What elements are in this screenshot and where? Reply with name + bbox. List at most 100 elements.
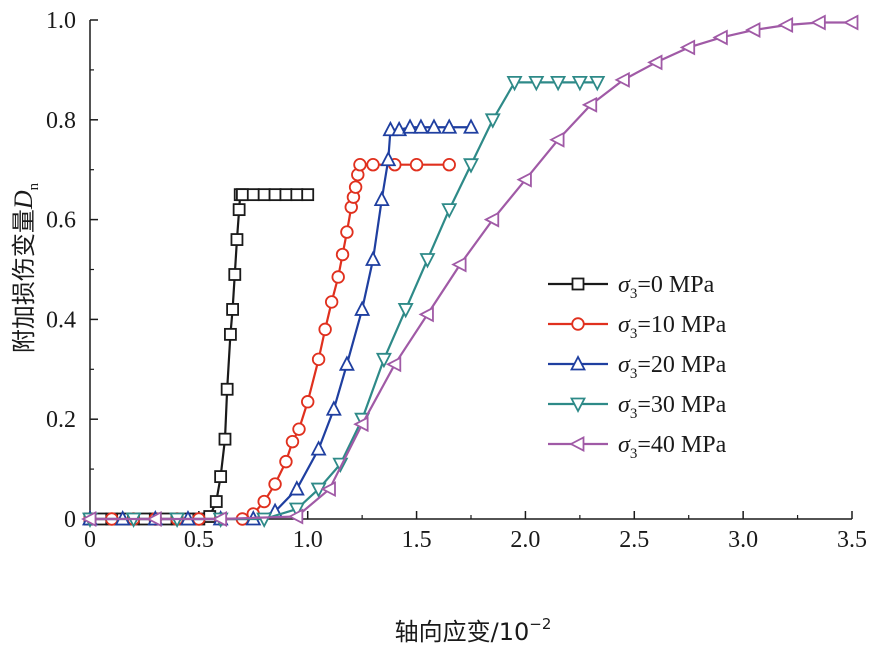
series-line — [90, 163, 450, 521]
y-tick-label: 0.2 — [46, 407, 76, 433]
x-tick-label: 1.5 — [402, 527, 432, 553]
legend-marker — [571, 317, 585, 331]
x-tick-label: 3.0 — [728, 527, 758, 553]
data-point — [285, 434, 300, 449]
data-point — [380, 150, 397, 167]
data-point — [419, 253, 436, 269]
legend-value: =0 MPa — [637, 272, 714, 298]
data-point — [224, 327, 237, 341]
data-point — [324, 295, 339, 309]
data-point — [279, 188, 293, 202]
legend-marker — [570, 397, 586, 413]
legend-item: σ3=30 MPa — [548, 392, 727, 422]
data-point — [385, 356, 402, 373]
data-point — [418, 306, 434, 323]
data-point — [218, 432, 232, 446]
data-point — [441, 118, 458, 134]
legend-value: =20 MPa — [637, 352, 726, 378]
series-1 — [83, 158, 456, 526]
data-point — [506, 75, 523, 92]
data-point — [287, 508, 304, 525]
legend-value: =40 MPa — [637, 432, 726, 458]
data-point — [340, 225, 354, 239]
series-4 — [81, 14, 859, 527]
data-point — [402, 118, 419, 134]
data-point — [441, 203, 458, 219]
legend-subscript: 3 — [630, 406, 638, 422]
x-tick-label: 0.5 — [184, 527, 214, 553]
data-point — [220, 382, 234, 396]
data-point — [310, 482, 327, 499]
data-point — [146, 511, 162, 527]
data-point — [409, 158, 424, 172]
legend-item: σ3=10 MPa — [548, 312, 727, 342]
x-tick-label: 2.5 — [619, 527, 649, 553]
y-ticks: 0 0.2 0.4 0.6 0.8 1.0 — [46, 8, 98, 533]
axes — [89, 20, 852, 520]
legend-marker — [569, 436, 585, 452]
data-point — [550, 75, 567, 92]
data-point — [257, 188, 271, 202]
data-point — [810, 14, 826, 31]
legend-label: σ3=30 MPa — [618, 392, 727, 422]
data-point — [712, 29, 728, 46]
data-point — [310, 440, 327, 456]
data-point — [375, 352, 392, 369]
data-point — [214, 470, 228, 483]
data-point — [679, 39, 696, 56]
legend-subscript: 3 — [630, 446, 638, 462]
legend-item: σ3=40 MPa — [548, 432, 727, 462]
legend-label: σ3=0 MPa — [618, 272, 715, 302]
data-point — [353, 416, 369, 433]
data-point — [647, 54, 663, 71]
data-point — [373, 190, 390, 207]
data-point — [230, 233, 244, 246]
data-point — [331, 270, 345, 284]
legend-label: σ3=40 MPa — [618, 432, 727, 462]
data-point — [366, 158, 380, 172]
legend-symbol: σ — [618, 272, 631, 298]
data-point — [412, 118, 429, 134]
legend-subscript: 3 — [630, 286, 638, 302]
legend-symbol: σ — [618, 392, 631, 418]
data-point — [463, 158, 479, 174]
legend-marker — [570, 355, 586, 371]
data-point — [325, 400, 342, 416]
data-point — [257, 494, 271, 509]
x-tick-label: 3.5 — [837, 527, 867, 553]
y-axis-title-text: 附加损伤变量 — [10, 209, 38, 353]
legend-subscript: 3 — [630, 366, 638, 382]
series-line — [90, 81, 598, 521]
y-tick-label: 0.8 — [46, 108, 76, 134]
x-axis-title-exponent: −2 — [529, 615, 551, 633]
data-point — [290, 188, 304, 202]
legend-value: =30 MPa — [637, 392, 726, 418]
data-point — [589, 75, 606, 92]
legend-symbol: σ — [618, 432, 631, 458]
data-point — [397, 303, 414, 319]
data-point — [348, 180, 363, 194]
data-point — [235, 188, 249, 202]
data-point — [484, 113, 501, 129]
data-point — [426, 118, 442, 134]
data-point — [232, 203, 246, 217]
data-point — [516, 171, 532, 188]
data-point — [549, 131, 565, 148]
data-point — [228, 268, 242, 281]
legend-symbol: σ — [618, 312, 631, 338]
data-point — [442, 158, 456, 172]
y-tick-label: 0.6 — [46, 208, 76, 234]
data-point — [745, 21, 761, 38]
data-point — [354, 300, 371, 316]
data-point — [246, 188, 260, 202]
series-line — [90, 193, 308, 521]
data-point — [581, 96, 598, 113]
data-point — [209, 495, 223, 508]
data-point — [353, 158, 367, 172]
y-tick-label: 1.0 — [46, 8, 76, 34]
x-axis-title: 轴向应变/10−2 — [395, 615, 552, 646]
data-point — [463, 118, 479, 134]
